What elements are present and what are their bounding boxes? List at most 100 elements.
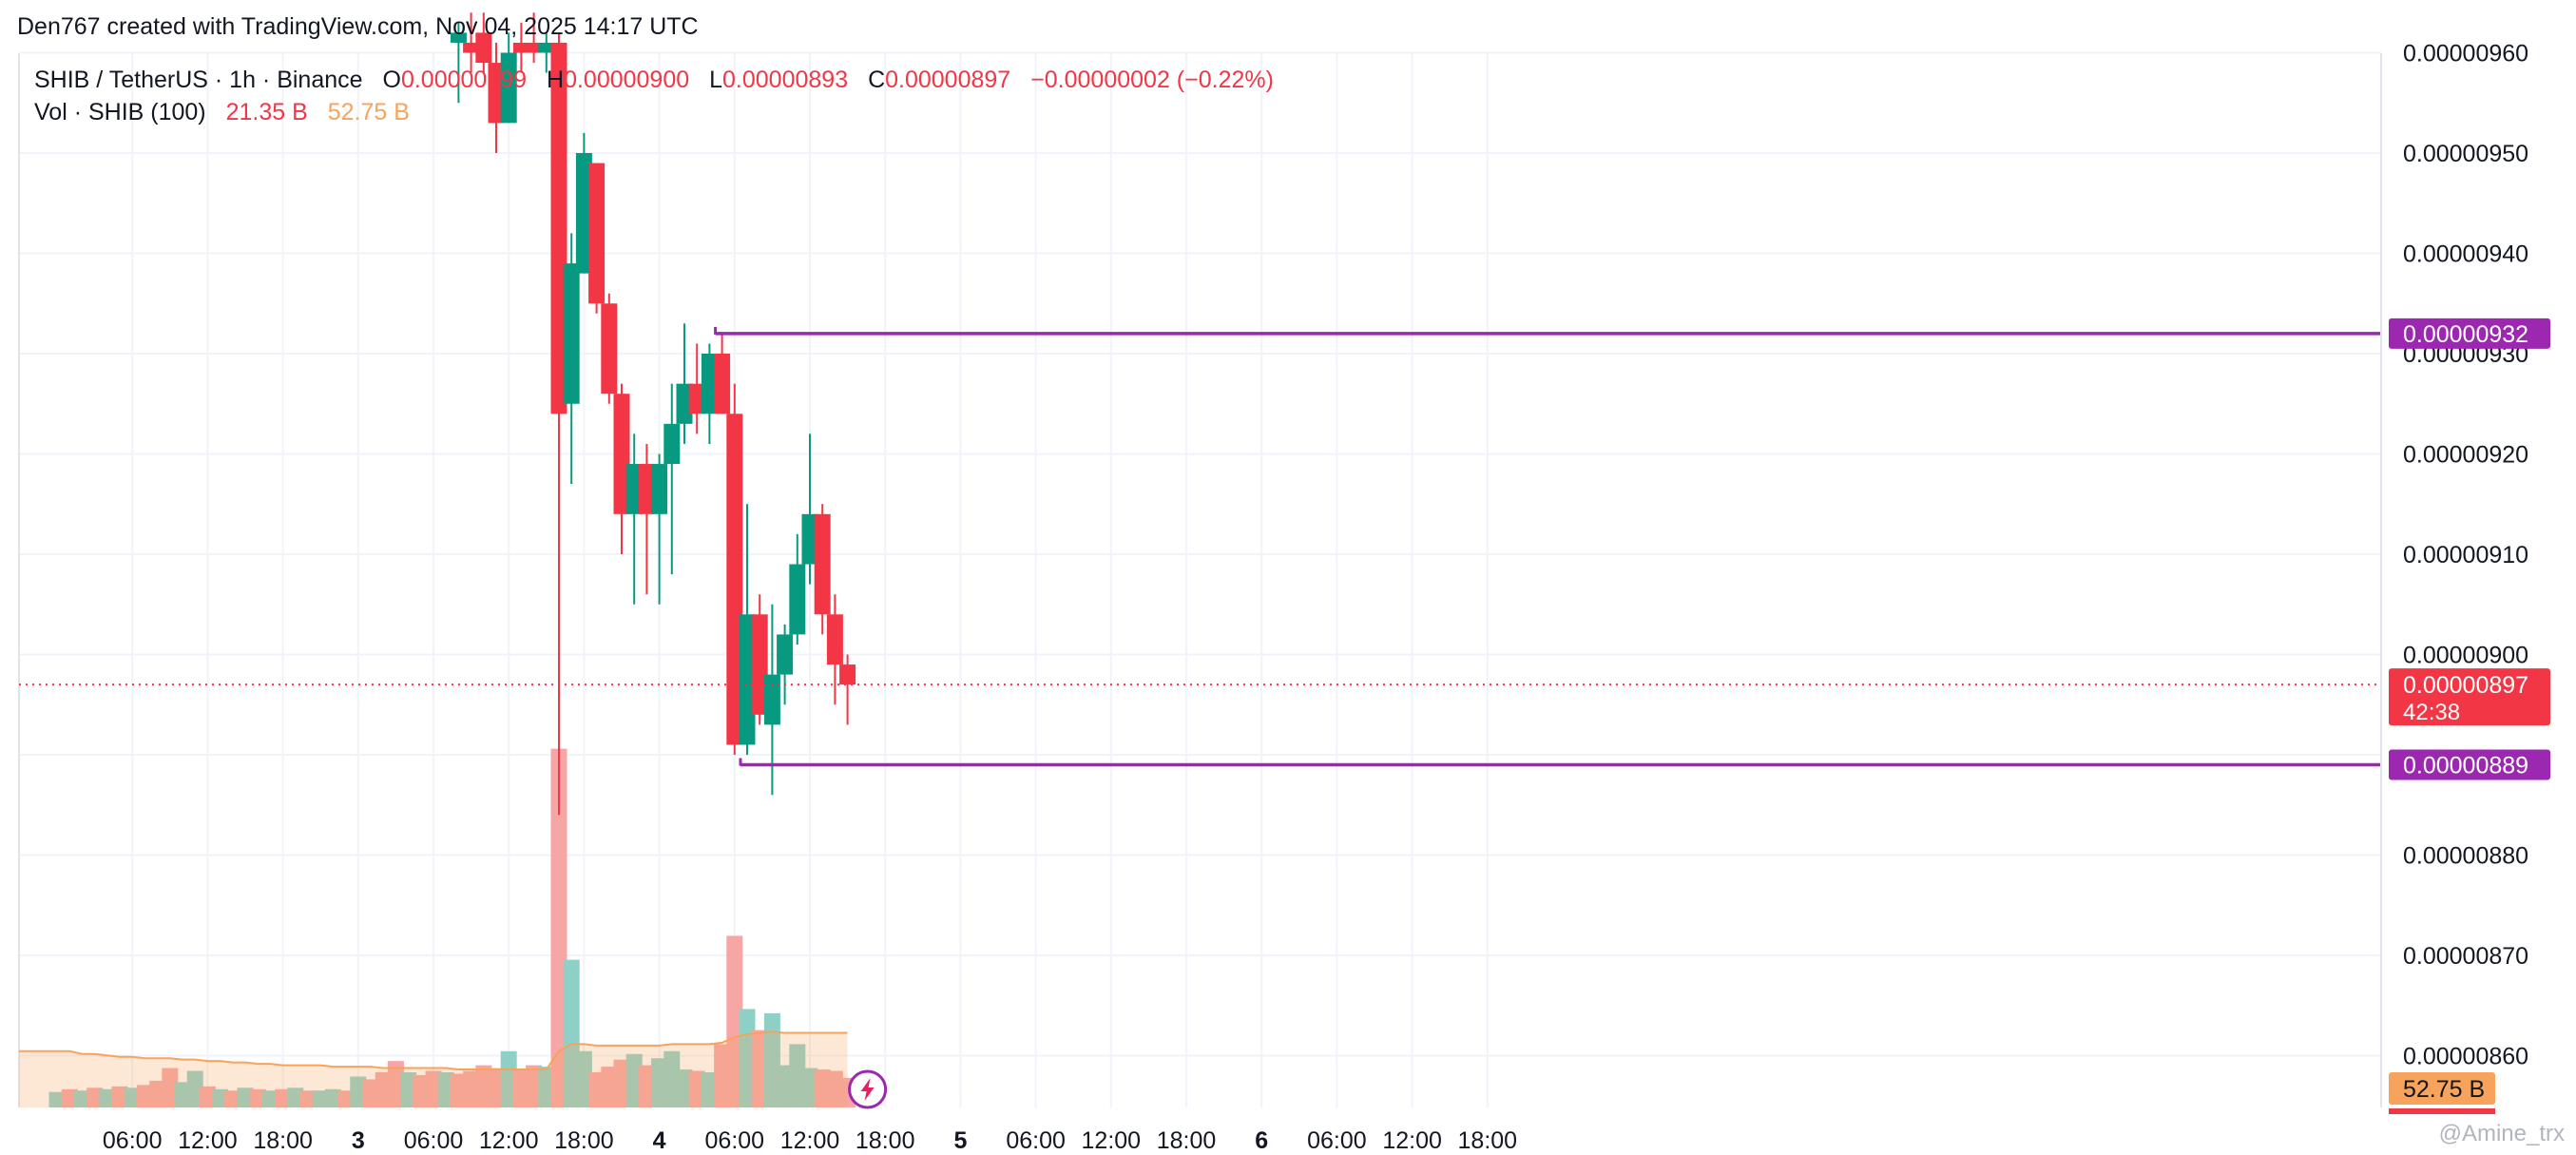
volume-bar [362,1079,379,1107]
volume-bar [701,1072,718,1107]
volume-bar [261,1090,279,1107]
last-price-badge [2389,668,2550,726]
time-axis-label: 4 [653,1127,666,1154]
volume-bar [676,1069,693,1107]
legend-low-label: L [709,67,723,93]
level-price-badge [2389,318,2550,349]
candle-down [726,414,743,745]
time-axis-label: 18:00 [1458,1127,1518,1154]
volume-legend-label: Vol · SHIB (100) [34,99,206,125]
volume-bar [249,1088,266,1107]
volume-bar [99,1088,116,1107]
volume-bar [801,1068,818,1107]
time-axis-label: 5 [953,1127,967,1154]
volume-bar [613,1059,630,1107]
candle-up [763,674,780,725]
time-axis-label: 06:00 [404,1127,464,1154]
volume-bar [475,1065,492,1107]
volume-bar [136,1085,153,1107]
volume-bar [463,1070,480,1107]
volume-bar [149,1080,166,1107]
time-axis: 06:00 12:00 18:00 3 06:00 12:00 18:00 4 06:00 12:… [103,1127,1517,1154]
price-axis-label: 0.00000950 [2403,141,2528,167]
candle-down [512,42,529,53]
volume-bar [726,935,743,1107]
legend-open-label: O [382,67,401,93]
legend-high-value: 0.00000900 [564,67,690,93]
volume-bar [789,1044,806,1107]
volume-bar [688,1070,705,1107]
ohlc-legend[interactable]: SHIB / TetherUS · 1h · Binance O 0.000008… [34,67,1274,94]
volume-bar [350,1076,367,1107]
volume-pane [19,748,856,1107]
volume-ma-badge-label: 52.75 B [2403,1076,2485,1103]
chart-attribution: Den767 created with TradingView.com, Nov… [17,13,699,40]
volume-bar [437,1072,454,1107]
candle-up [789,564,806,635]
volume-bar [337,1090,355,1107]
volume-bar [512,1069,529,1107]
volume-bar [425,1070,442,1107]
volume-bar [312,1090,329,1107]
legend-symbol: SHIB / TetherUS · 1h · Binance [34,67,363,93]
candle-down [488,63,505,124]
volume-bar [538,1067,555,1107]
candle-up [739,614,756,745]
volume-bar [826,1070,843,1107]
last-price-countdown: 42:38 [2403,700,2460,725]
price-axis-label: 0.00000960 [2403,41,2528,67]
legend-close-label: C [868,67,886,93]
grid [18,51,2381,1107]
time-axis-label: 12:00 [178,1127,238,1154]
price-axis-label: 0.00000940 [2403,241,2528,268]
level-price-badge [2389,749,2550,780]
volume-bar [751,1030,768,1107]
volume-bar [814,1069,831,1107]
candle-down [839,664,856,685]
volume-ma-badge [2389,1072,2495,1105]
volume-bar [588,1072,606,1107]
volume-bar [651,1058,668,1107]
volume-bar [400,1072,417,1107]
candle-up [777,634,794,675]
volume-bar [550,748,567,1107]
time-axis-label: 12:00 [479,1127,539,1154]
legend-low-value: 0.00000893 [722,67,849,93]
lightning-icon [848,1069,888,1109]
candle-down [688,383,705,414]
time-axis-label: 06:00 [1006,1127,1066,1154]
volume-bar [500,1050,517,1107]
volume-bar [777,1065,794,1107]
volume-current-badge [2389,1108,2495,1114]
volume-bar [287,1088,304,1107]
volume-bar [186,1070,203,1107]
time-axis-label: 06:00 [705,1127,765,1154]
time-axis-label: 06:00 [1307,1127,1367,1154]
volume-ma-line [19,1030,848,1071]
volume-bar [275,1088,292,1107]
candle-up [676,383,693,424]
time-axis-label: 12:00 [1082,1127,1142,1154]
volume-bar [237,1088,254,1107]
volume-legend[interactable]: Vol · SHIB (100) 21.35 B 52.75 B [34,99,410,126]
candle-up [450,32,467,43]
volume-bar [324,1088,341,1107]
volume-bar [212,1088,229,1107]
candle-down [463,42,480,53]
candle-down [714,354,731,414]
candle-down [638,464,655,514]
candle-up [538,42,555,53]
price-axis-label: 0.00000870 [2403,943,2528,970]
volume-bar [174,1082,191,1107]
time-axis-label: 12:00 [1382,1127,1442,1154]
volume-bar [526,1065,543,1107]
horizontal-levels [19,326,2381,1109]
legend-change: −0.00000002 (−0.22%) [1030,67,1274,93]
volume-bar [387,1061,404,1107]
volume-bar [625,1053,643,1107]
time-axis-label: 18:00 [253,1127,313,1154]
candle-up [651,464,668,514]
volume-bar [601,1067,618,1107]
legend-close-value: 0.00000897 [885,67,1011,93]
